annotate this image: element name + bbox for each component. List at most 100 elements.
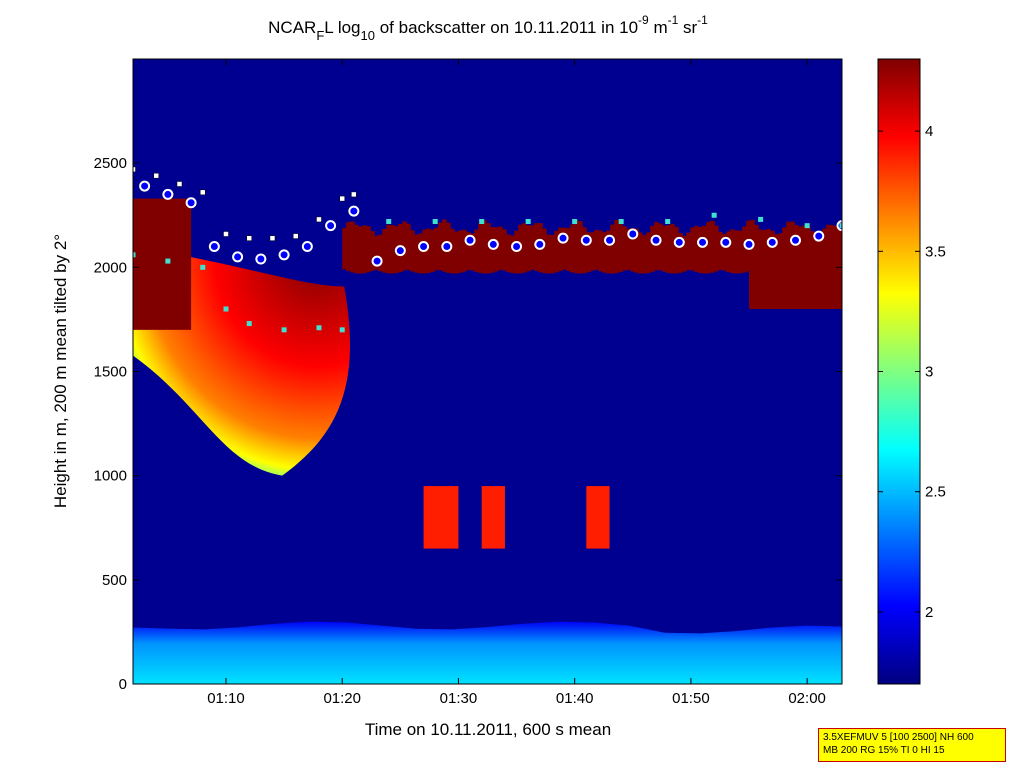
top-marker (199, 189, 206, 196)
layer-marker (813, 230, 825, 242)
title-part: sr (678, 18, 697, 37)
region-cloud-layer-column (734, 230, 739, 274)
region-cloud-layer-column (386, 224, 391, 274)
region-cloud-layer-column (602, 232, 607, 273)
base-marker (665, 219, 671, 224)
layer-marker (604, 234, 616, 246)
y-axis: 0 500 1000 1500 2000 2500 (94, 155, 842, 693)
colorbar-tick-label: 3 (925, 364, 933, 381)
y-axis-label: Height in m, 200 m mean tilted by 2° (51, 234, 70, 508)
region-cloud-layer-column (650, 225, 655, 272)
layer-marker (697, 236, 709, 248)
layer-marker (325, 220, 337, 232)
base-marker (618, 219, 624, 224)
region-low-cloud-patch (481, 486, 505, 549)
base-marker (339, 327, 345, 333)
title-part: of backscatter on 10.11.2011 in 10 (375, 18, 638, 37)
colorbar-tick-label: 4 (925, 123, 933, 140)
region-cloud-layer-column (786, 221, 791, 272)
region-cloud-layer-column (710, 220, 715, 273)
base-marker (479, 219, 485, 224)
region-cloud-layer-column (410, 230, 415, 272)
region-cloud-layer-column (634, 228, 639, 273)
title-part: -1 (668, 13, 679, 27)
top-marker (223, 231, 229, 237)
heatmap-layer (133, 198, 842, 684)
top-marker (339, 195, 345, 202)
base-marker (133, 252, 136, 258)
layer-marker (441, 241, 453, 252)
region-cloud-layer-column (678, 233, 683, 273)
region-cloud-layer-column (490, 227, 495, 273)
region-cloud-layer-column (642, 235, 647, 274)
x-tick-label: 01:50 (672, 690, 710, 707)
region-cloud-layer-column (358, 226, 363, 274)
region-surface-layer (133, 621, 842, 684)
top-marker (133, 166, 136, 173)
title-part: -9 (638, 13, 649, 27)
region-cloud-layer-column (566, 227, 571, 272)
region-cloud-layer-column (666, 225, 671, 273)
region-cloud-layer-column (406, 223, 411, 270)
region-cloud-layer-column (698, 226, 703, 273)
region-cloud-layer-column (606, 230, 611, 274)
title-part: m (649, 18, 668, 37)
region-cloud-layer-column (526, 225, 531, 272)
base-marker (165, 258, 171, 264)
region-cloud-layer-column (454, 231, 459, 274)
region-cloud-layer-column (414, 234, 419, 273)
layer-marker (162, 188, 174, 200)
layer-marker (208, 241, 220, 252)
base-marker (758, 216, 764, 222)
region-cloud-layer-column (362, 225, 367, 274)
layer-marker (464, 234, 476, 246)
info-line: 3.5XEFMUV 5 [100 2500] NH 600 (823, 732, 974, 743)
layer-marker (790, 234, 802, 246)
region-cloud-layer-column (530, 225, 535, 270)
region-cloud-layer-extension (749, 246, 842, 309)
x-axis: 01:10 01:20 01:30 01:40 01:50 02:00 (207, 59, 826, 707)
top-marker (153, 172, 159, 179)
region-cloud-layer-column (498, 226, 503, 270)
region-cloud-layer-column (506, 234, 511, 273)
top-marker (316, 216, 322, 223)
x-tick-label: 02:00 (788, 690, 826, 707)
region-cloud-layer-column (390, 225, 395, 274)
region-cloud-layer-column (466, 232, 471, 271)
layer-marker (511, 241, 523, 252)
region-cloud-layer-column (730, 229, 735, 274)
layer-marker (371, 255, 383, 267)
region-cloud-layer-column (482, 220, 487, 274)
layer-marker (139, 180, 151, 192)
region-cloud-layer-column (626, 228, 631, 270)
region-cloud-layer-column (718, 232, 723, 270)
layer-marker (232, 251, 244, 263)
layer-marker (650, 234, 662, 246)
region-cloud-layer-column (714, 225, 719, 272)
region-cloud-layer-column (726, 231, 731, 273)
region-cloud-layer-column (450, 228, 455, 274)
region-cloud-layer-column (658, 223, 663, 271)
region-cloud-layer-column (550, 235, 555, 274)
region-cloud-layer-column (738, 230, 743, 274)
region-cloud-layer-column (366, 226, 371, 273)
region-cloud-layer-column (430, 229, 435, 272)
layer-marker (394, 245, 406, 257)
region-cloud-layer-column (578, 221, 583, 274)
region-cloud-layer-column (342, 227, 347, 270)
x-tick-label: 01:30 (440, 690, 478, 707)
region-cloud-layer-column (618, 221, 623, 272)
region-cloud-layer-column (686, 232, 691, 271)
y-tick-label: 1500 (94, 364, 127, 381)
region-cloud-layer-column (630, 228, 635, 272)
base-marker (572, 219, 578, 224)
region-cloud-layer-column (690, 227, 695, 271)
region-cloud-layer-column (694, 225, 699, 272)
region-cloud-layer-column (494, 227, 499, 272)
base-marker (525, 219, 531, 224)
y-tick-label: 0 (119, 676, 127, 693)
region-cloud-layer-column (598, 230, 603, 272)
title-part: -1 (697, 13, 708, 27)
region-cloud-layer-column (354, 224, 359, 274)
